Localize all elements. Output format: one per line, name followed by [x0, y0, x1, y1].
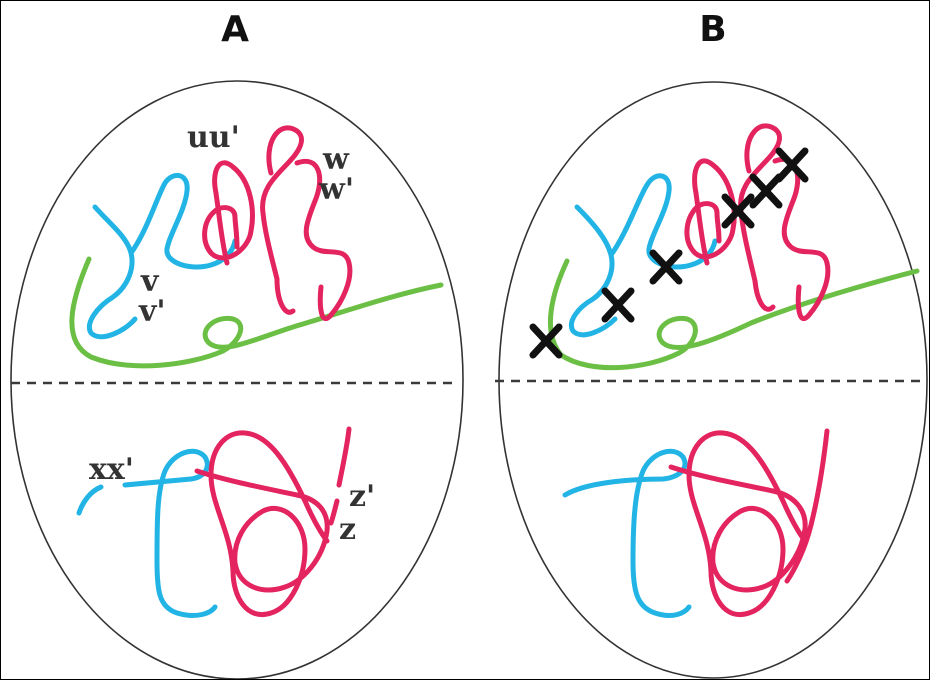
- cross-mark: [749, 173, 783, 209]
- cross-mark: [721, 193, 755, 229]
- label-z-prime: z': [349, 479, 375, 514]
- blue-strand-lower-b: [562, 448, 692, 618]
- cross-mark: [775, 147, 809, 183]
- label-v: v: [140, 264, 160, 299]
- panel-b-label: B: [699, 9, 726, 50]
- cross-marks: [529, 147, 809, 359]
- label-w: w: [322, 142, 350, 177]
- panel-b: B: [495, 9, 928, 679]
- label-z: z: [339, 512, 356, 547]
- pink-strand-knot-b: [668, 430, 808, 618]
- blue-strand-b: [569, 173, 718, 338]
- pink-strand-z-b: [784, 428, 830, 584]
- cross-mark: [649, 249, 683, 285]
- pink-strand-w-a: [260, 125, 353, 321]
- panel-a-strand-labels: uu' w w' v v' xx' z' z: [89, 120, 375, 547]
- label-v-prime: v': [138, 294, 166, 329]
- cross-mark: [529, 323, 563, 359]
- cell-outline-a: [10, 80, 464, 679]
- blue-strand-v-a: [87, 173, 238, 340]
- pink-strand-u-b: [684, 158, 737, 266]
- blue-strand-x-a: [76, 448, 218, 618]
- cross-mark: [601, 287, 635, 323]
- label-w-prime: w': [318, 172, 354, 207]
- green-strand-a: [69, 256, 444, 369]
- pink-strand-u-a: [202, 160, 255, 266]
- pink-strand-z-a: [328, 426, 352, 526]
- panel-a: A: [10, 9, 464, 679]
- label-uu: uu': [187, 120, 240, 155]
- label-xx: xx': [89, 452, 134, 487]
- pink-strand-knot-a: [194, 430, 330, 618]
- panel-a-label: A: [221, 9, 249, 50]
